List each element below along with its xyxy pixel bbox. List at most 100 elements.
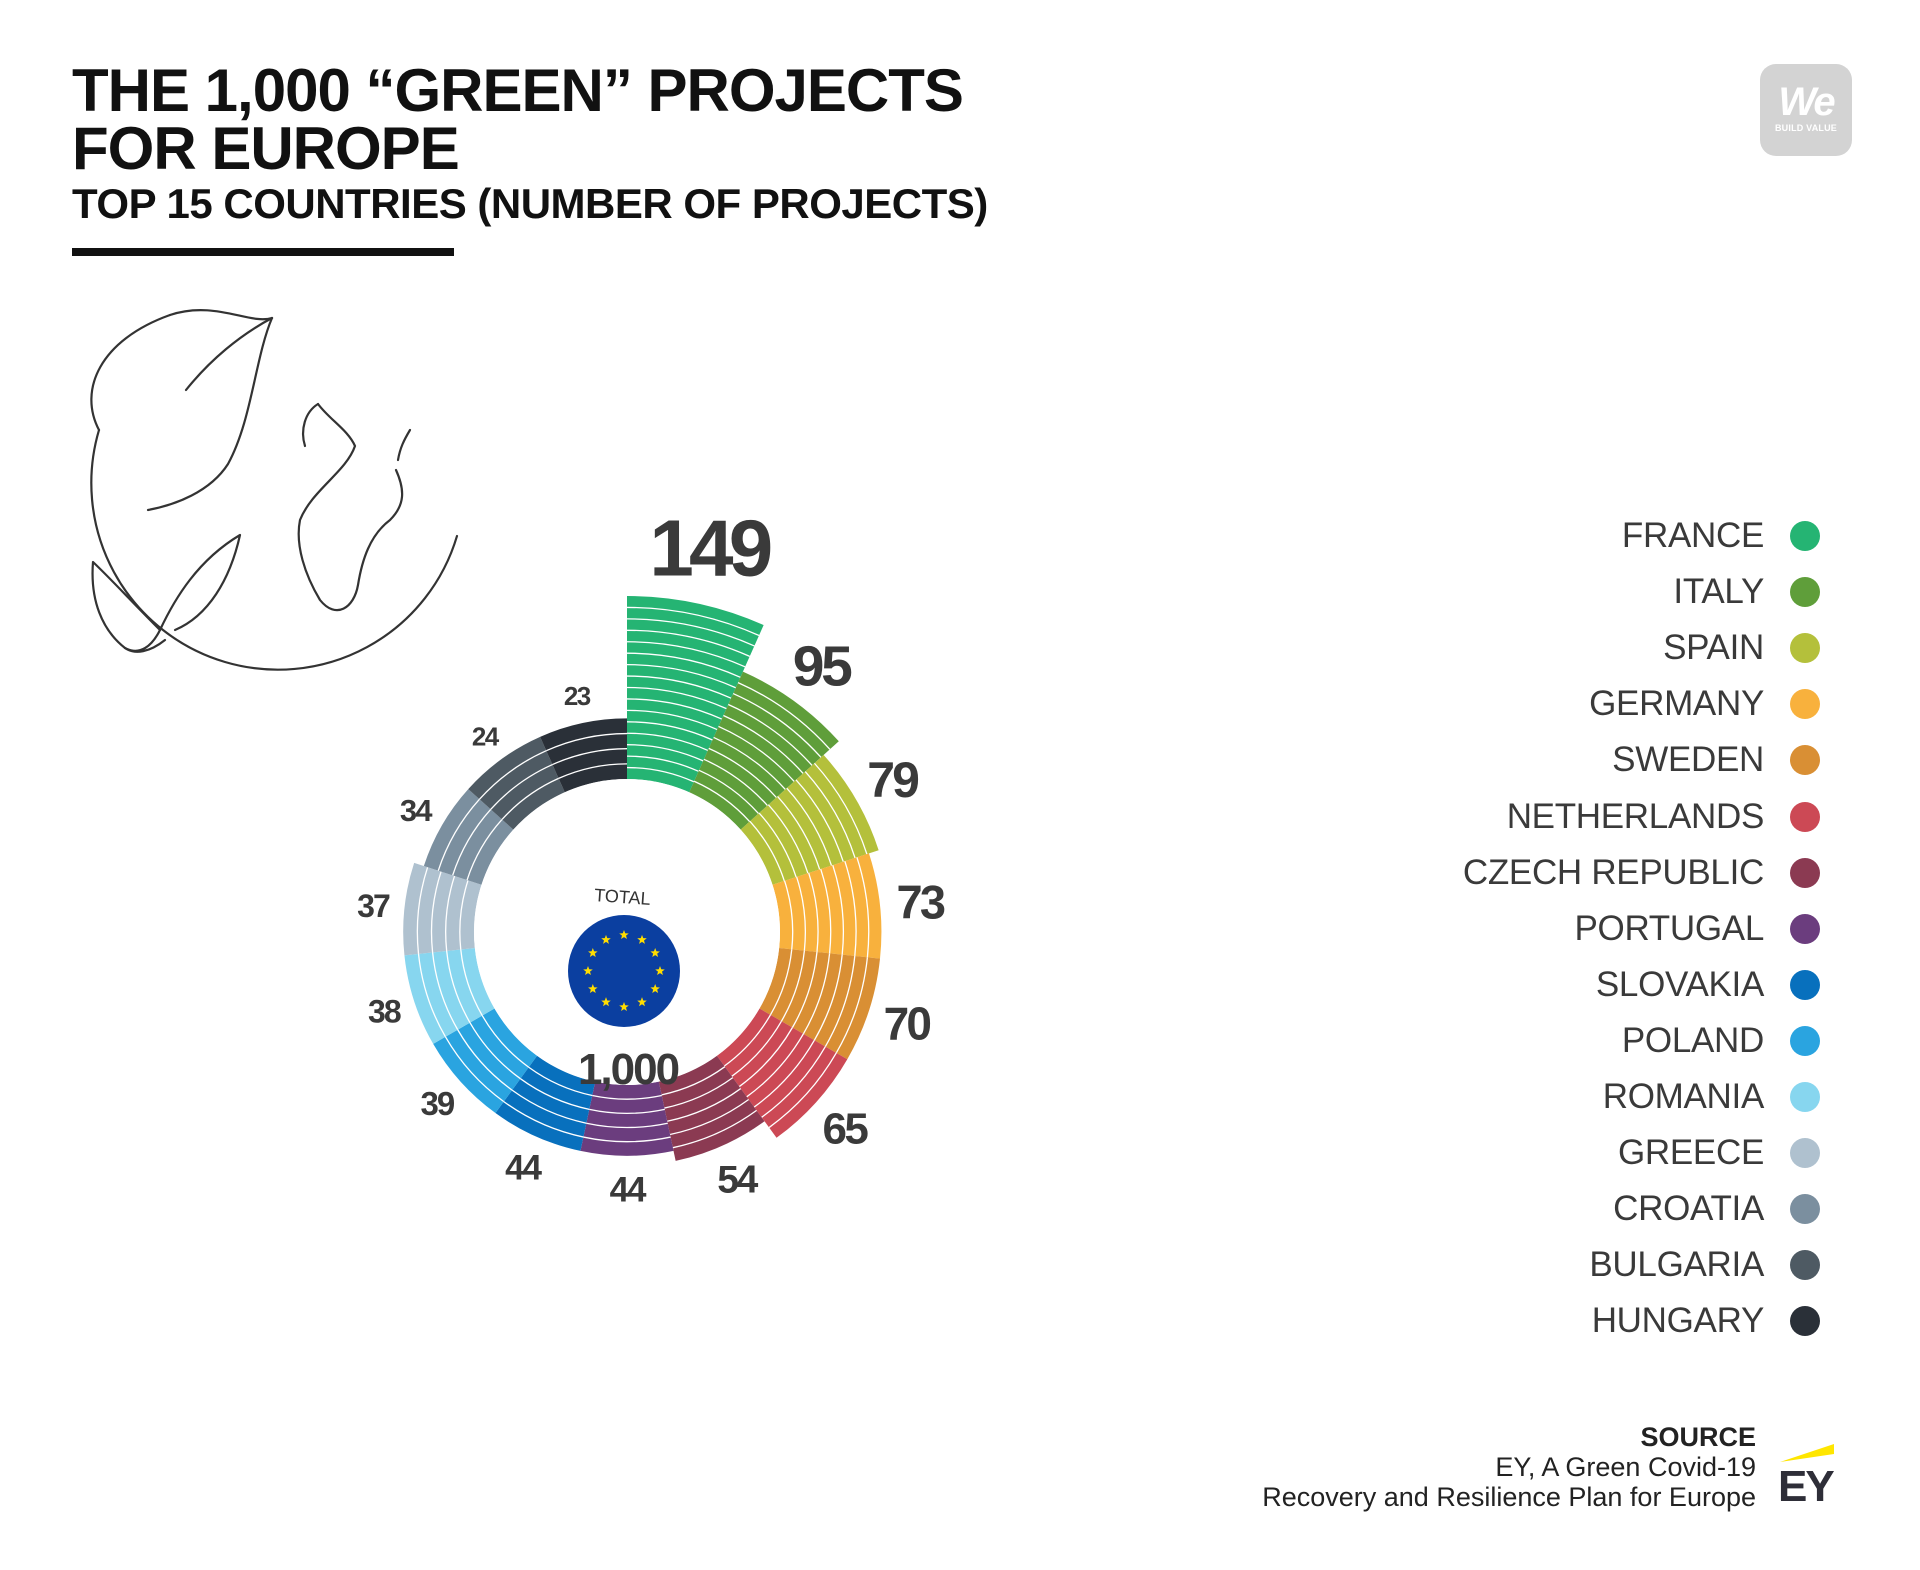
legend-item-greece: GREECE xyxy=(1320,1125,1820,1181)
ring-line xyxy=(820,868,832,954)
legend-label: CROATIA xyxy=(1613,1189,1764,1229)
ring-line xyxy=(731,1020,783,1077)
bar-sector-portugal xyxy=(580,1081,674,1156)
ring-line xyxy=(824,955,856,1047)
ring-line xyxy=(708,747,777,798)
ring-line xyxy=(667,1088,742,1122)
ring-line xyxy=(672,1109,757,1149)
legend-label: BULGARIA xyxy=(1589,1245,1764,1285)
ring-line xyxy=(626,641,746,668)
ring-line xyxy=(786,787,833,866)
ey-beam-icon xyxy=(1780,1444,1834,1462)
ring-line xyxy=(661,1066,726,1096)
bar-sector-poland xyxy=(433,1008,538,1114)
eu-star-icon xyxy=(601,997,611,1007)
bar-spain xyxy=(740,754,879,885)
bar-sector-bulgaria xyxy=(468,736,565,830)
ring-line xyxy=(703,758,768,806)
ring-line xyxy=(626,606,760,637)
legend-swatch xyxy=(1790,689,1820,720)
legend-label: ROMANIA xyxy=(1602,1076,1765,1116)
ring-line xyxy=(626,766,695,783)
eu-star-icon xyxy=(583,966,593,976)
ring-line xyxy=(626,709,718,731)
bar-sector-czech-republic xyxy=(658,1055,765,1161)
legend-swatch xyxy=(1790,745,1820,776)
legend-item-bulgaria: BULGARIA xyxy=(1320,1237,1820,1293)
ring-line xyxy=(738,1027,793,1088)
ring-line xyxy=(626,721,713,741)
title-line-2: FOR EUROPE xyxy=(72,115,460,182)
data-label-romania: 38 xyxy=(368,994,401,1030)
ring-line xyxy=(844,861,857,957)
ring-line xyxy=(626,629,750,657)
bar-france xyxy=(626,596,764,793)
ring-line xyxy=(737,682,831,750)
bar-greece xyxy=(403,862,482,956)
data-label-greece: 37 xyxy=(357,888,390,924)
legend-swatch xyxy=(1790,857,1820,888)
ring-line xyxy=(511,1089,587,1124)
ring-line xyxy=(780,950,806,1022)
ring-line xyxy=(583,1136,671,1143)
ring-line xyxy=(832,864,845,955)
ring-line xyxy=(728,703,813,766)
bar-croatia xyxy=(423,789,514,885)
ring-line xyxy=(626,686,727,710)
logo-text: We xyxy=(1778,80,1835,124)
legend-swatch xyxy=(1790,1194,1820,1225)
legend-label: SPAIN xyxy=(1663,628,1764,668)
legend-swatch xyxy=(1790,913,1820,944)
ring-line xyxy=(546,732,628,752)
bar-slovakia xyxy=(495,1055,596,1151)
eu-star-icon xyxy=(619,1002,629,1012)
ring-line xyxy=(856,857,870,958)
legend-item-spain: SPAIN xyxy=(1320,620,1820,676)
ring-line xyxy=(430,871,442,953)
legend-label: HUNGARY xyxy=(1591,1301,1765,1341)
legend-swatch xyxy=(1790,633,1820,664)
legend-swatch xyxy=(1790,1138,1820,1169)
ring-line xyxy=(777,795,821,870)
legend-item-netherlands: NETHERLANDS xyxy=(1320,788,1820,844)
ring-line xyxy=(749,820,785,882)
legend-label: NETHERLANDS xyxy=(1506,796,1765,836)
bar-sweden xyxy=(759,947,881,1060)
ring-line xyxy=(804,771,856,859)
ring-line xyxy=(753,1039,815,1108)
ring-line xyxy=(802,953,831,1035)
legend-swatch xyxy=(1790,1025,1820,1056)
eu-star-icon xyxy=(637,997,647,1007)
ring-line xyxy=(466,819,503,881)
legend-item-portugal: PORTUGAL xyxy=(1320,901,1820,957)
bar-sector-germany xyxy=(772,853,882,959)
ring-line xyxy=(552,748,628,766)
ring-line xyxy=(431,952,459,1031)
data-label-spain: 79 xyxy=(867,752,918,808)
legend-swatch xyxy=(1790,1250,1820,1281)
legend-swatch xyxy=(1790,521,1820,552)
ring-line xyxy=(626,744,704,762)
data-label-germany: 73 xyxy=(897,875,945,928)
data-label-hungary: 23 xyxy=(564,681,591,711)
data-label-portugal: 44 xyxy=(610,1171,647,1210)
legend-label: FRANCE xyxy=(1621,516,1764,556)
ring-line xyxy=(558,763,628,779)
eu-star-icon xyxy=(650,948,660,958)
ring-line xyxy=(783,880,794,950)
eu-star-icon xyxy=(655,966,665,976)
legend-label: POLAND xyxy=(1621,1020,1764,1060)
source-line-1: EY, A Green Covid-19 xyxy=(1495,1452,1756,1482)
ring-line xyxy=(589,1108,665,1114)
ring-line xyxy=(808,872,819,953)
legend-label: ITALY xyxy=(1673,572,1764,612)
legend-label: CZECH REPUBLIC xyxy=(1462,852,1764,892)
legend-item-romania: ROMANIA xyxy=(1320,1069,1820,1125)
ring-line xyxy=(813,762,868,855)
chart-subtitle: TOP 15 COUNTRIES (NUMBER OF PROJECTS) xyxy=(72,180,988,227)
ring-line xyxy=(795,779,844,862)
ring-line xyxy=(746,1033,804,1098)
center-total-label: TOTAL xyxy=(594,885,652,909)
chart-title: THE 1,000 “GREEN” PROJECTS FOR EUROPE xyxy=(72,61,964,182)
ring-line xyxy=(713,736,786,790)
